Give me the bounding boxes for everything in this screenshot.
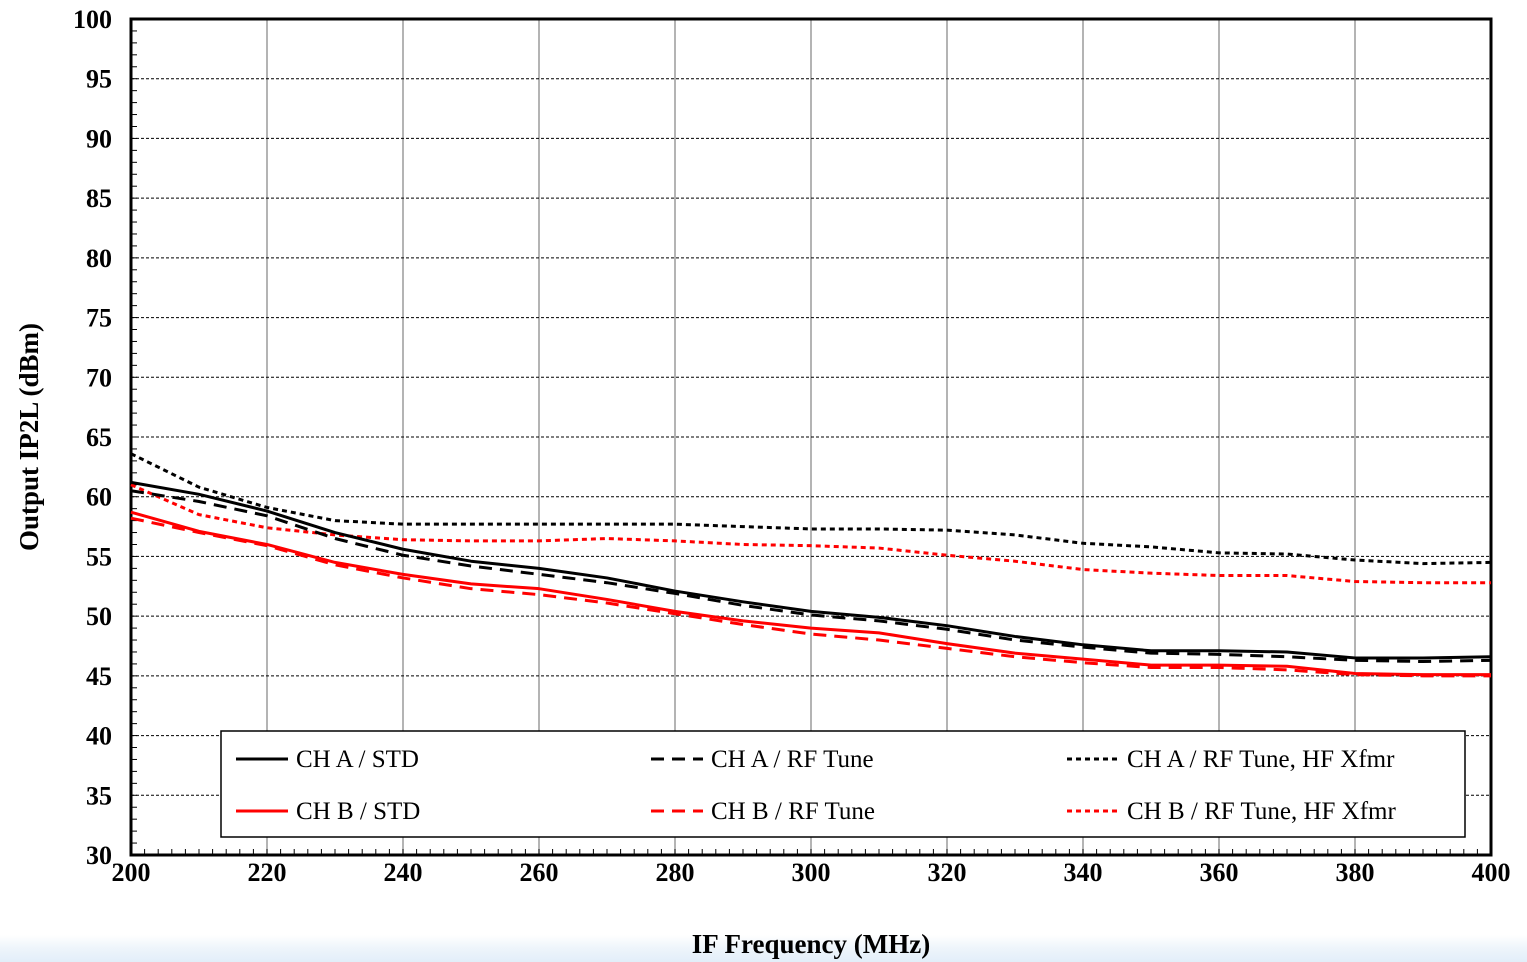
- x-tick-label: 400: [1472, 858, 1511, 887]
- series-line: [130, 489, 1492, 664]
- y-tick-label: 85: [86, 184, 112, 213]
- x-tick-label: 240: [384, 858, 423, 887]
- x-tick-label: 280: [656, 858, 695, 887]
- y-tick-label: 100: [73, 5, 112, 34]
- series-line: [130, 516, 1491, 678]
- legend-box: [220, 730, 1466, 838]
- legend-label: CH B / STD: [296, 798, 420, 825]
- series-line: [130, 483, 1491, 585]
- series-layer: [130, 452, 1492, 678]
- series-line: [130, 510, 1491, 677]
- legend-label: CH B / RF Tune: [711, 798, 875, 825]
- legend-label: CH A / STD: [296, 746, 419, 773]
- x-axis-title: IF Frequency (MHz): [692, 929, 930, 959]
- y-tick-label: 95: [86, 65, 112, 94]
- x-tick-label: 260: [520, 858, 559, 887]
- y-tick-label: 75: [86, 304, 112, 333]
- y-tick-label: 60: [86, 483, 112, 512]
- plot-frame: [129, 17, 1493, 857]
- series-line: [130, 480, 1492, 660]
- y-tick-label: 50: [86, 602, 112, 631]
- y-tick-label: 40: [86, 722, 112, 751]
- legend: CH A / STD CH A / RF Tune CH A / RF Tune, …: [220, 730, 1466, 838]
- x-tick-label: 320: [928, 858, 967, 887]
- y-tick-label: 70: [86, 363, 112, 392]
- y-tick-labels: 30 35 40 45 50 55 60 65 70 75 80 85 90 95 100: [73, 5, 112, 870]
- y-tick-label: 90: [86, 124, 112, 153]
- y-axis-title: Output IP2L (dBm): [14, 323, 44, 551]
- x-tick-labels: 200 220 240 260 280 300 320 340 360 380 400: [112, 858, 1511, 887]
- x-tick-label: 380: [1336, 858, 1375, 887]
- legend-label: CH A / RF Tune: [711, 746, 874, 773]
- y-tick-label: 45: [86, 662, 112, 691]
- y-tick-label: 65: [86, 423, 112, 452]
- x-tick-label: 300: [792, 858, 831, 887]
- x-tick-label: 360: [1200, 858, 1239, 887]
- x-tick-label: 340: [1064, 858, 1103, 887]
- series-line: [130, 452, 1492, 566]
- legend-label: CH A / RF Tune, HF Xfmr: [1127, 746, 1395, 773]
- y-tick-label: 35: [86, 781, 112, 810]
- y-tick-label: 80: [86, 244, 112, 273]
- x-tick-label: 220: [248, 858, 287, 887]
- x-tick-label: 200: [112, 858, 151, 887]
- y-tick-label: 55: [86, 542, 112, 571]
- y-tick-label: 30: [86, 841, 112, 870]
- legend-label: CH B / RF Tune, HF Xfmr: [1127, 798, 1396, 825]
